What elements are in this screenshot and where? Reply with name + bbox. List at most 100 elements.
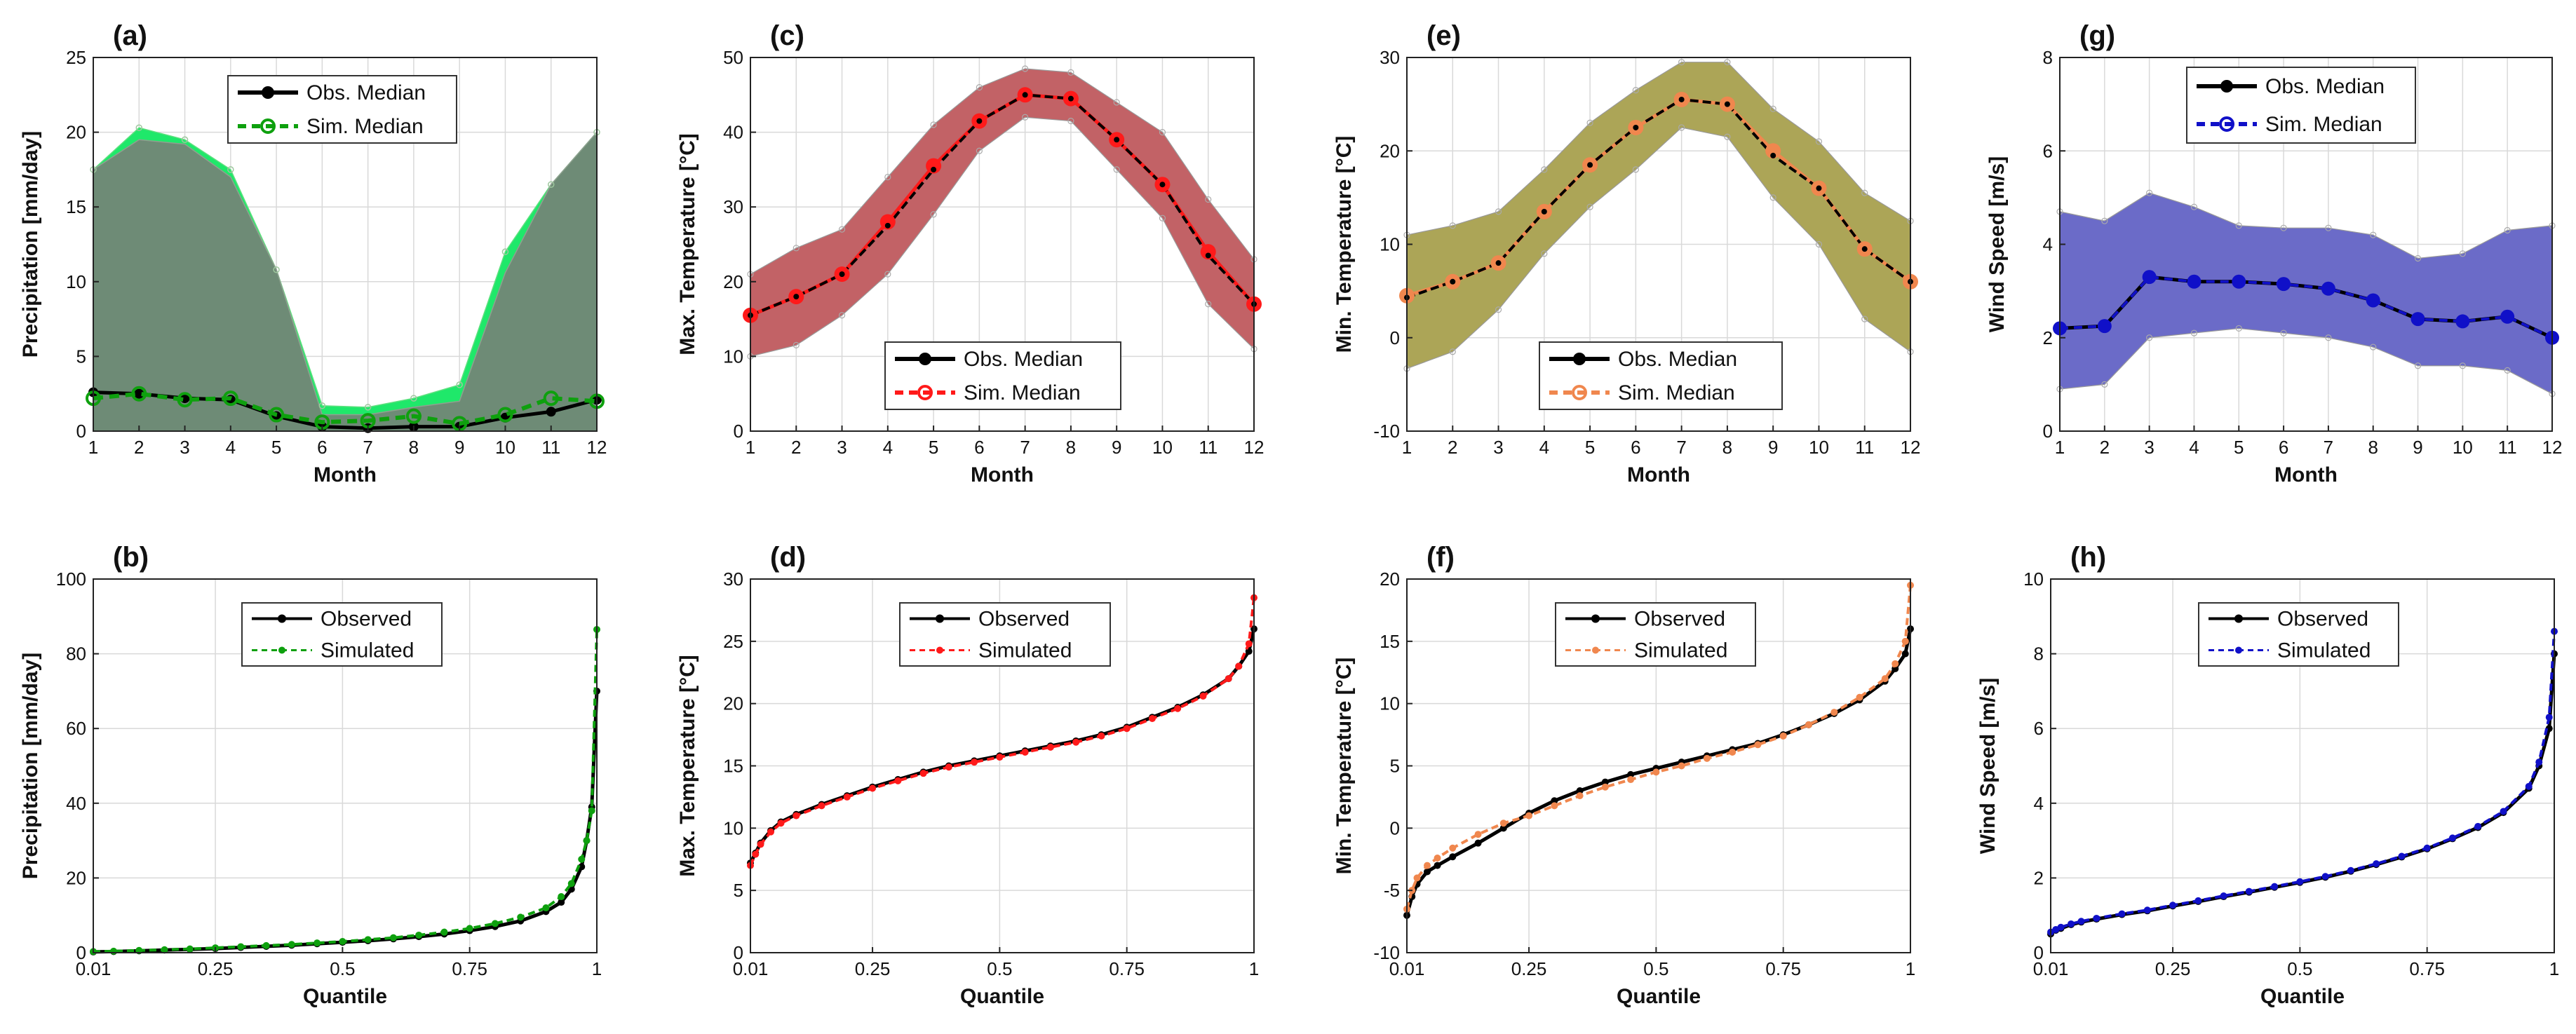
- band-edge-marker: [2190, 203, 2198, 210]
- band-edge-marker: [2280, 224, 2287, 231]
- simulated-point: [1891, 660, 1899, 667]
- band-edge-marker: [793, 245, 800, 252]
- simulated-point: [2474, 822, 2482, 830]
- simulated-point: [2271, 883, 2279, 890]
- x-tick-label: 7: [363, 437, 372, 458]
- band-edge-marker: [976, 147, 983, 154]
- x-tick-label: 1: [746, 437, 755, 458]
- x-tick-label: 11: [541, 437, 560, 458]
- y-tick-label: 5: [1390, 756, 1400, 777]
- simulated-point: [1779, 732, 1787, 740]
- observed-point: [1449, 853, 1457, 861]
- legend-obs-marker: [2220, 80, 2233, 93]
- x-tick-label: 9: [1112, 437, 1121, 458]
- band-edge-marker: [2101, 217, 2108, 224]
- band-edge-marker: [1724, 59, 1731, 66]
- band-edge-marker: [2370, 231, 2377, 238]
- y-tick-label: 60: [66, 718, 86, 739]
- band-edge-marker: [1541, 250, 1548, 257]
- band-edge-marker: [2190, 329, 2198, 336]
- x-tick-label: 0.75: [1109, 958, 1145, 979]
- x-tick-label: 2: [134, 437, 144, 458]
- axes-frame: [750, 57, 1255, 432]
- simulated-point: [542, 904, 550, 912]
- x-axis-label: Quantile: [2260, 985, 2345, 1008]
- y-tick-label: 0: [734, 421, 743, 442]
- simulated-point: [2321, 873, 2329, 880]
- band-edge-marker: [1495, 208, 1502, 215]
- simulated-point: [1225, 675, 1232, 683]
- band-edge-marker: [364, 404, 372, 411]
- simulated-point: [1098, 732, 1105, 740]
- band-edge-marker: [1586, 203, 1593, 210]
- simulated-point: [1678, 762, 1685, 770]
- x-axis-label: Quantile: [303, 985, 387, 1008]
- simulated-point: [1901, 637, 1909, 645]
- simulated-point: [1474, 831, 1482, 838]
- observed-point: [1434, 862, 1441, 869]
- obs-median-point: [1587, 162, 1593, 168]
- observed-point: [1474, 839, 1482, 847]
- y-tick-label: 0: [76, 421, 86, 442]
- x-tick-label: 9: [454, 437, 464, 458]
- legend-sim-marker: [2219, 116, 2234, 132]
- band-edge-marker: [2280, 329, 2287, 336]
- obs-median-line: [1406, 97, 1912, 299]
- legend-obs-marker: [262, 86, 274, 99]
- obs-median-point: [134, 388, 144, 399]
- simulated-point: [313, 939, 321, 947]
- panel-b: 0.01 0.25 0.5 0.75 1 0 20 40 60 80 100 Quantile Prec…: [19, 542, 602, 1008]
- obs-median-point: [1067, 95, 1074, 102]
- simulated-point: [1830, 709, 1838, 716]
- simulated-point: [843, 793, 851, 801]
- observed-point: [1627, 770, 1635, 778]
- x-tick-label: 8: [1066, 437, 1076, 458]
- simulated-point: [793, 812, 800, 819]
- y-tick-label: 2: [2034, 867, 2044, 888]
- band-edge-marker: [793, 341, 800, 349]
- y-tick-label: 20: [723, 271, 743, 292]
- observed-point: [578, 863, 586, 871]
- x-axis-label: Month: [313, 463, 377, 487]
- legend-label: Simulated: [321, 639, 414, 662]
- simulated-point: [1499, 819, 1507, 827]
- y-tick-label: 20: [1380, 569, 1400, 590]
- sim-median-point: [1765, 143, 1781, 159]
- simulated-point: [262, 941, 270, 949]
- obs-median-point: [546, 407, 556, 417]
- x-tick-label: 2: [2100, 437, 2110, 458]
- x-tick-label: 0.25: [1511, 958, 1547, 979]
- sim-median-point: [269, 407, 285, 423]
- x-tick-label: 0.01: [733, 958, 769, 979]
- band-edge-marker: [2325, 334, 2332, 341]
- y-tick-label: 40: [66, 793, 86, 814]
- x-tick-label: 7: [2324, 437, 2333, 458]
- simulated-point: [818, 802, 825, 810]
- band-edge-marker: [2459, 250, 2466, 257]
- x-tick-label: 1: [1906, 958, 1915, 979]
- simulated-point: [1174, 705, 1182, 712]
- simulated-point: [1729, 748, 1737, 756]
- legend-label: Obs. Median: [964, 348, 1083, 371]
- observed-point: [1551, 797, 1558, 805]
- x-tick-label: 11: [2498, 437, 2517, 458]
- x-axis-label: Month: [2274, 463, 2338, 487]
- obs-median-point: [793, 294, 800, 300]
- x-tick-label: 12: [1901, 437, 1921, 458]
- simulated-point: [2077, 918, 2085, 925]
- observed-point: [1901, 650, 1909, 658]
- legend-sim-marker: [2235, 646, 2242, 654]
- band-edge-marker: [410, 395, 417, 402]
- y-tick-label: 10: [723, 817, 743, 838]
- obs-median-line: [750, 93, 1255, 317]
- y-tick-label: 2: [2043, 327, 2053, 348]
- simulated-point: [1525, 812, 1533, 819]
- simulated-point: [389, 934, 397, 941]
- y-axis-label: Precipitation [mm/day]: [19, 653, 42, 879]
- x-tick-label: 4: [1539, 437, 1549, 458]
- x-tick-label: 5: [1585, 437, 1595, 458]
- axes-frame: [2050, 578, 2555, 953]
- x-tick-label: 0.01: [76, 958, 112, 979]
- simulated-point: [919, 770, 927, 777]
